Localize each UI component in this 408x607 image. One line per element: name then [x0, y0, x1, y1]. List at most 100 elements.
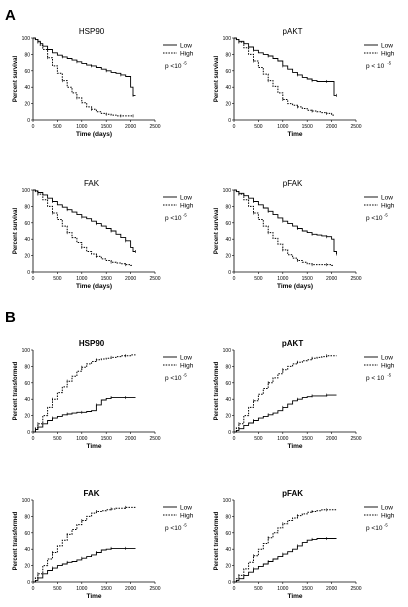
y-tick-label: 60	[24, 531, 30, 537]
legend-label-high: High	[381, 51, 395, 58]
legend-label-low: Low	[180, 195, 192, 202]
x-tick-label: 2000	[326, 124, 337, 130]
p-value-text: p <10	[366, 525, 383, 532]
y-axis-label: Percent survival	[214, 207, 220, 254]
y-tick-label: 80	[225, 204, 231, 210]
p-value-exponent: -5	[183, 523, 187, 528]
x-tick-label: 1000	[277, 586, 288, 592]
legend-label-low: Low	[381, 505, 393, 512]
p-value-exponent: -5	[183, 373, 187, 378]
y-tick-label: 60	[24, 69, 30, 75]
y-axis-label: Percent survival	[13, 207, 19, 254]
series-high-line	[33, 189, 133, 266]
x-tick-label: 0	[233, 436, 236, 442]
legend-label-high: High	[180, 513, 194, 520]
p-value-text: p <10	[165, 525, 182, 532]
y-tick-label: 0	[228, 430, 231, 436]
y-tick-label: 80	[225, 364, 231, 370]
series-high-line	[33, 354, 136, 433]
x-tick-label: 500	[254, 276, 263, 282]
y-tick-label: 80	[24, 52, 30, 58]
chart-title: pFAK	[282, 489, 303, 498]
series-high-line	[234, 509, 337, 583]
x-tick-label: 0	[32, 276, 35, 282]
y-tick-label: 20	[225, 564, 231, 570]
x-tick-label: 1500	[302, 586, 313, 592]
legend-label-high: High	[381, 203, 395, 210]
y-axis-label: Percent transformed	[13, 361, 19, 420]
x-axis-label: Time	[287, 443, 302, 450]
x-tick-label: 2500	[350, 124, 361, 130]
x-tick-label: 2000	[326, 586, 337, 592]
chart-title: HSP90	[79, 339, 105, 348]
x-tick-label: 1500	[101, 586, 112, 592]
y-tick-label: 80	[24, 364, 30, 370]
x-axis-label: Time	[86, 443, 101, 450]
y-tick-label: 40	[24, 85, 30, 91]
legend-label-low: Low	[381, 195, 393, 202]
y-tick-label: 40	[24, 237, 30, 243]
y-tick-label: 20	[24, 254, 30, 260]
series-low-line	[234, 37, 337, 96]
series-low-line	[33, 397, 136, 433]
x-tick-label: 1000	[76, 124, 87, 130]
p-value-text: p <10	[165, 63, 182, 70]
y-tick-label: 40	[225, 547, 231, 553]
y-axis-label: Percent transformed	[214, 511, 220, 570]
y-tick-label: 60	[225, 69, 231, 75]
y-tick-label: 100	[223, 36, 232, 42]
y-tick-label: 0	[27, 270, 30, 276]
x-tick-label: 500	[53, 276, 62, 282]
p-value-text: p < 10	[366, 63, 385, 70]
x-axis-label: Time	[287, 593, 302, 600]
y-tick-label: 100	[22, 348, 31, 354]
x-tick-label: 2500	[149, 124, 160, 130]
chart-title: FAK	[84, 179, 100, 188]
x-tick-label: 2500	[149, 586, 160, 592]
series-low-line	[234, 538, 337, 583]
y-tick-label: 60	[225, 381, 231, 387]
x-tick-label: 500	[254, 586, 263, 592]
p-value-text: p <10	[165, 375, 182, 382]
y-tick-label: 100	[223, 348, 232, 354]
y-tick-label: 20	[225, 414, 231, 420]
x-tick-label: 2000	[326, 276, 337, 282]
x-tick-label: 2500	[149, 276, 160, 282]
y-tick-label: 60	[24, 221, 30, 227]
legend-label-high: High	[180, 363, 194, 370]
legend-label-high: High	[180, 51, 194, 58]
x-tick-label: 1500	[302, 124, 313, 130]
y-tick-label: 0	[27, 580, 30, 586]
y-tick-label: 20	[24, 102, 30, 108]
y-tick-label: 0	[27, 118, 30, 124]
y-tick-label: 80	[24, 204, 30, 210]
series-low-line	[234, 189, 337, 254]
y-tick-label: 20	[24, 564, 30, 570]
y-tick-label: 40	[24, 397, 30, 403]
legend-label-low: Low	[180, 43, 192, 50]
y-tick-label: 40	[24, 547, 30, 553]
x-tick-label: 0	[32, 436, 35, 442]
x-tick-label: 1500	[302, 436, 313, 442]
x-axis-label: Time	[86, 593, 101, 600]
x-tick-label: 0	[233, 586, 236, 592]
p-value-text: p <10	[165, 215, 182, 222]
x-tick-label: 500	[254, 436, 263, 442]
series-high-line	[33, 37, 133, 117]
p-value-exponent: -5	[183, 61, 187, 66]
legend-label-high: High	[381, 513, 395, 520]
y-tick-label: 0	[228, 580, 231, 586]
x-tick-label: 500	[254, 124, 263, 130]
p-value-exponent: -5	[384, 213, 388, 218]
p-value-text: p < 10	[366, 375, 385, 382]
chart-title: HSP90	[79, 27, 105, 36]
p-value-exponent: -5	[387, 61, 391, 66]
x-tick-label: 1000	[277, 276, 288, 282]
p-value-exponent: -5	[384, 523, 388, 528]
x-tick-label: 1000	[277, 436, 288, 442]
x-tick-label: 0	[233, 124, 236, 130]
